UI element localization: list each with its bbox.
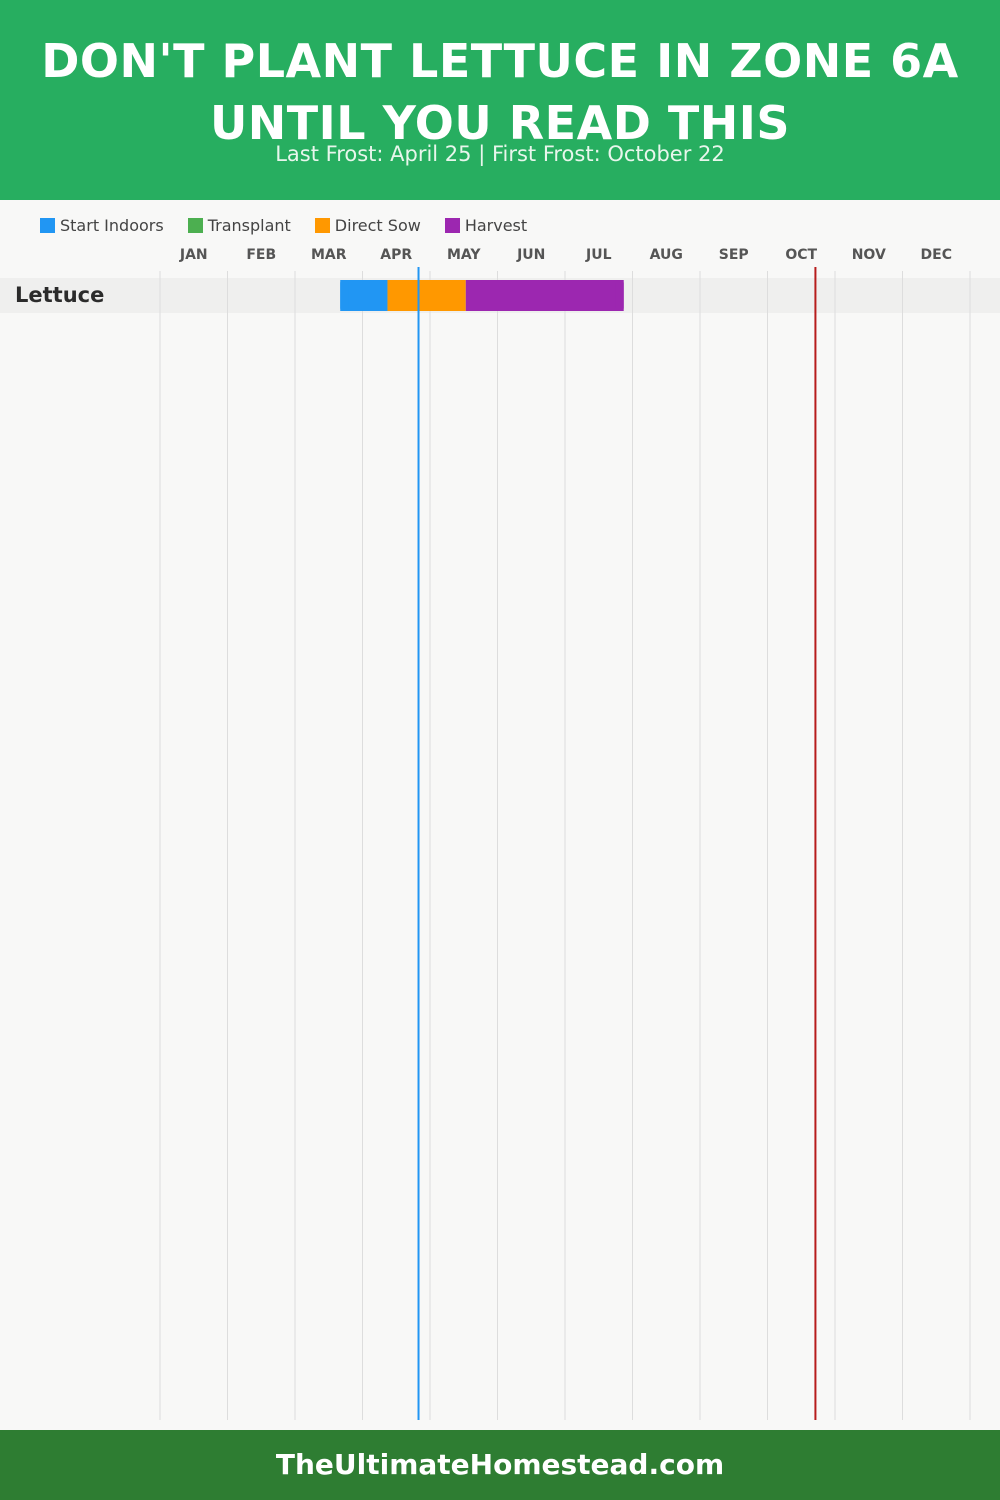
month-label-oct: OCT xyxy=(785,247,817,263)
phase-bar-end-cap xyxy=(615,280,624,311)
planting-calendar-chart: JAN FEB MAR APR MAY JUN JUL AUG SEP OCT NOV DEC Lett… xyxy=(0,247,1000,1420)
legend-label-transplant: Transplant xyxy=(207,215,291,235)
legend-item-direct-sow: Direct Sow xyxy=(314,215,421,235)
month-label-mar: MAR xyxy=(311,247,347,263)
month-label-may: MAY xyxy=(447,247,481,263)
frost-dates-subtitle: Last Frost: April 25 | First Frost: Octo… xyxy=(275,142,725,166)
footer-banner: TheUltimateHomestead.com xyxy=(0,1430,1000,1500)
header-banner: DON'T PLANT LETTUCE IN ZONE 6A UNTIL YOU… xyxy=(0,0,1000,200)
month-label-jan: JAN xyxy=(179,247,208,263)
legend-label-direct-sow: Direct Sow xyxy=(334,215,421,235)
month-label-nov: NOV xyxy=(852,247,886,263)
phase-bar-direct-sow xyxy=(387,280,466,311)
legend-item-transplant: Transplant xyxy=(187,215,291,235)
crop-label-lettuce: Lettuce xyxy=(15,283,104,307)
month-label-jul: JUL xyxy=(585,247,612,263)
month-label-dec: DEC xyxy=(921,247,952,263)
month-label-aug: AUG xyxy=(650,247,683,263)
legend-swatch-direct-sow xyxy=(314,217,330,233)
month-label-sep: SEP xyxy=(719,247,749,263)
phase-bar-start-cap xyxy=(340,280,349,311)
legend-item-harvest: Harvest xyxy=(444,215,528,235)
legend-swatch-transplant xyxy=(187,217,203,233)
month-label-feb: FEB xyxy=(246,247,276,263)
legend-label-start-indoors: Start Indoors xyxy=(60,215,164,235)
legend-swatch-start-indoors xyxy=(40,217,55,233)
legend-swatch-harvest xyxy=(444,217,460,233)
page-title: DON'T PLANT LETTUCE IN ZONE 6A UNTIL YOU… xyxy=(41,34,959,150)
legend-label-harvest: Harvest xyxy=(464,215,528,235)
legend-item-start-indoors: Start Indoors xyxy=(40,216,164,235)
legend: Start Indoors Transplant Direct Sow Harv… xyxy=(40,214,551,236)
footer-site-link[interactable]: TheUltimateHomestead.com xyxy=(275,1448,725,1481)
month-label-jun: JUN xyxy=(516,247,545,263)
phase-bar-harvest xyxy=(465,280,624,311)
month-label-apr: APR xyxy=(380,247,412,263)
